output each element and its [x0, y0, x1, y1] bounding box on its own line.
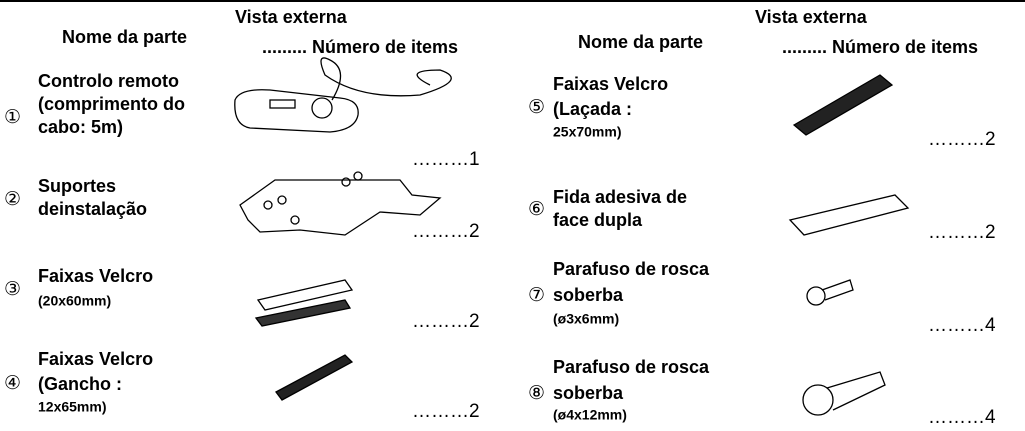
- item-name: Suportes: [38, 176, 116, 196]
- item-number: ②: [4, 189, 21, 210]
- item-name: Fida adesiva de: [553, 187, 687, 207]
- item-name: cabo: 5m): [38, 117, 123, 137]
- item-quantity: ………2: [928, 222, 996, 243]
- item-number: ①: [4, 107, 21, 128]
- item-number: ⑧: [528, 383, 545, 404]
- column-header: Vista externa: [755, 7, 868, 27]
- item-number: ⑥: [528, 199, 545, 220]
- item-quantity: ………2: [928, 129, 996, 150]
- item-name: (comprimento do: [38, 94, 185, 114]
- item-quantity: ………2: [412, 401, 480, 422]
- item-name: (ø3x6mm): [553, 311, 619, 327]
- item-name: Parafuso de rosca: [553, 357, 710, 377]
- column-header: Nome da parte: [578, 32, 703, 52]
- illustrations: [234, 57, 910, 416]
- item-name: 25x70mm): [553, 124, 622, 140]
- item-name: (Gancho :: [38, 374, 122, 394]
- item-quantity: ………2: [412, 221, 480, 242]
- column-header: Nome da parte: [62, 27, 187, 47]
- item-name: (ø4x12mm): [553, 407, 627, 423]
- column-header: ......... Número de items: [782, 37, 978, 57]
- item-number: ④: [4, 373, 21, 394]
- column-header: Vista externa: [235, 7, 348, 27]
- item-name: deinstalação: [38, 199, 147, 219]
- item-name: soberba: [553, 285, 624, 305]
- item-name: Parafuso de rosca: [553, 259, 710, 279]
- item-name: (20x60mm): [38, 293, 111, 309]
- item-name: Faixas Velcro: [553, 74, 668, 94]
- item-number: ⑤: [528, 97, 545, 118]
- item-quantity: ………4: [928, 315, 996, 336]
- item-quantity: ………4: [928, 407, 996, 426]
- item-name: face dupla: [553, 210, 643, 230]
- item-name: Faixas Velcro: [38, 349, 153, 369]
- item-number: ③: [4, 279, 21, 300]
- column-header: ......... Número de items: [262, 37, 458, 57]
- item-quantity: ………1: [412, 149, 480, 170]
- item-name: soberba: [553, 383, 624, 403]
- item-name: (Laçada :: [553, 99, 632, 119]
- item-name: Controlo remoto: [38, 71, 179, 91]
- item-quantity: ………2: [412, 311, 480, 332]
- item-name: Faixas Velcro: [38, 266, 153, 286]
- item-number: ⑦: [528, 285, 545, 306]
- item-name: 12x65mm): [38, 399, 107, 415]
